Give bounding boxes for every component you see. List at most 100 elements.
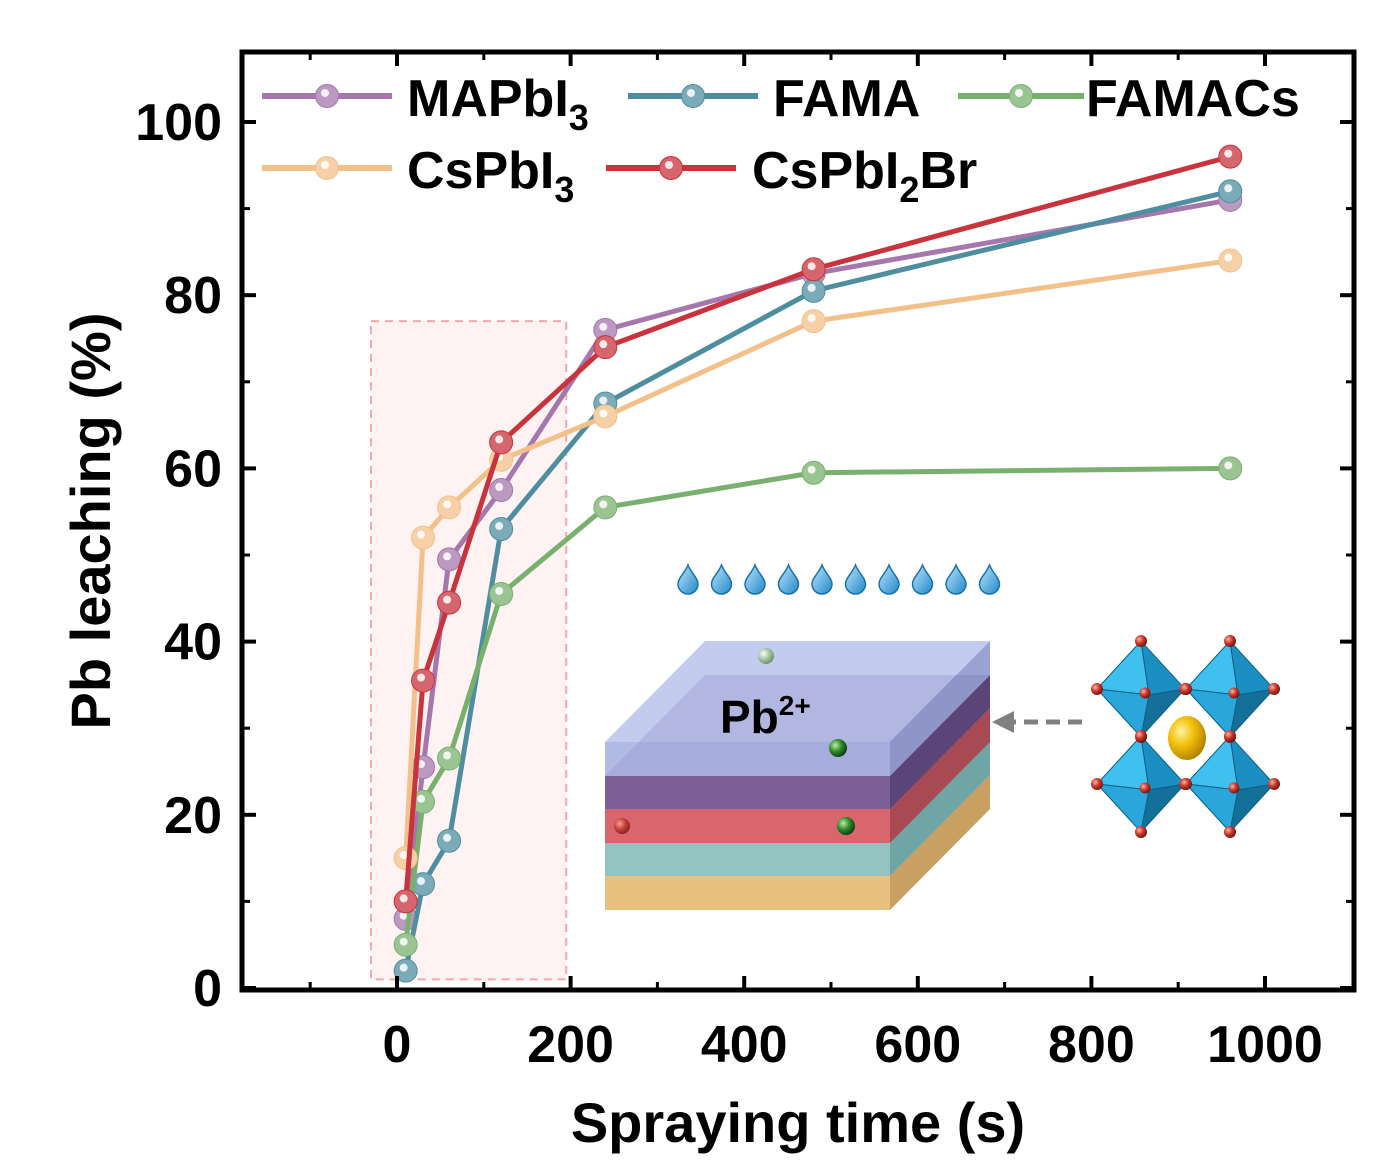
water-drop-icon <box>811 562 833 595</box>
x-tick-label: 1000 <box>1207 1016 1323 1074</box>
water-droplets <box>677 562 1001 595</box>
layer-stack <box>605 641 990 910</box>
legend-marker <box>315 156 339 180</box>
water-drop-icon <box>878 562 900 595</box>
legend-label: CsPbI3 <box>407 142 574 210</box>
series-FAMACs <box>393 456 1243 957</box>
iodide-atom <box>1268 778 1280 790</box>
x-tick-label: 800 <box>1048 1016 1135 1074</box>
legend-label: FAMACs <box>1086 70 1300 128</box>
data-point <box>1218 179 1243 204</box>
legend-label: CsPbI2Br <box>752 142 977 210</box>
water-drop-icon <box>911 562 934 595</box>
iodide-atom <box>1091 683 1103 695</box>
data-point <box>393 889 418 914</box>
water-drop-icon <box>945 562 967 595</box>
data-point <box>593 495 618 520</box>
legend-entry-FAMACs: FAMACs <box>958 70 1300 128</box>
data-point <box>437 590 462 615</box>
x-tick-label: 400 <box>701 1016 788 1074</box>
water-drop-icon <box>777 562 800 595</box>
data-point <box>801 460 826 485</box>
data-point <box>1218 456 1243 481</box>
legend-marker <box>1009 84 1033 108</box>
x-tick-label: 600 <box>874 1016 961 1074</box>
crystal-structure <box>1091 635 1280 838</box>
axis-ticks <box>242 52 1354 990</box>
iodide-atom <box>1268 683 1280 695</box>
data-point <box>801 309 826 334</box>
iodide-atom <box>1180 683 1192 695</box>
data-point <box>1218 144 1243 169</box>
data-point <box>593 335 618 360</box>
data-point <box>437 547 462 572</box>
iodide-atom <box>1224 826 1236 838</box>
iodide-atom <box>1135 826 1147 838</box>
data-point <box>411 872 436 897</box>
data-point <box>489 478 514 503</box>
iodide-atom <box>1139 782 1151 794</box>
series-FAMA <box>393 179 1243 983</box>
data-point <box>437 828 462 853</box>
legend-entry-CsPbI2Br: CsPbI2Br <box>606 142 977 210</box>
data-point <box>801 278 826 303</box>
iodide-atom <box>1180 778 1192 790</box>
iodide-atom <box>1224 635 1236 647</box>
data-point <box>593 317 618 342</box>
data-point <box>393 932 418 957</box>
data-point <box>437 746 462 771</box>
water-drop-icon <box>710 562 733 595</box>
y-tick-label: 100 <box>135 94 222 152</box>
data-point <box>411 668 436 693</box>
data-point <box>489 517 514 542</box>
data-point <box>1218 248 1243 273</box>
iodide-atom <box>1135 635 1147 647</box>
legend-marker <box>315 84 339 108</box>
y-tick-label: 20 <box>164 787 222 845</box>
legend-entry-FAMA: FAMA <box>628 70 920 128</box>
legend-label: MAPbI3 <box>407 70 589 138</box>
legend-label: FAMA <box>773 70 920 128</box>
y-axis-label: Pb leaching (%) <box>59 313 122 730</box>
tick-labels: 0 200 400 600 800 1000 0 20 40 60 80 100 <box>135 94 1323 1074</box>
water-drop-icon <box>677 562 699 595</box>
y-tick-label: 80 <box>164 267 222 325</box>
x-tick-label: 0 <box>383 1016 412 1074</box>
legend-marker <box>659 156 683 180</box>
pbi6-octahedron <box>1184 639 1276 739</box>
highlight-region <box>369 320 568 981</box>
iodide-atom <box>1139 687 1151 699</box>
pbi6-octahedron <box>1095 734 1187 834</box>
data-point <box>411 525 436 550</box>
inset-label: Pb2+ <box>720 690 811 743</box>
iodide-atom <box>1224 730 1236 742</box>
iodide-atom <box>1228 687 1240 699</box>
iodide-atom <box>1228 782 1240 794</box>
pbi6-octahedron <box>1095 639 1187 739</box>
water-drop-icon <box>744 562 766 595</box>
x-tick-label: 200 <box>527 1016 614 1074</box>
series-layer <box>393 144 1243 983</box>
legend-marker <box>681 84 705 108</box>
data-point <box>393 958 418 983</box>
legend: MAPbI3 FAMA FAMACs CsPbI3 CsPbI2Br <box>262 70 1300 210</box>
data-point <box>489 581 514 606</box>
iodide-atom <box>1091 778 1103 790</box>
pbi6-octahedron <box>1184 734 1276 834</box>
legend-entry-CsPbI3: CsPbI3 <box>262 142 574 210</box>
data-point <box>489 430 514 455</box>
y-tick-label: 60 <box>164 440 222 498</box>
data-point <box>593 404 618 429</box>
data-point <box>801 257 826 282</box>
water-drop-icon <box>844 562 867 595</box>
water-drop-icon <box>978 562 1001 595</box>
inset-illustration: Pb2+ <box>605 562 1280 910</box>
y-tick-label: 0 <box>193 960 222 1018</box>
dashed-arrow <box>992 711 1082 733</box>
series-CsPbI2Br <box>393 144 1243 914</box>
plot-frame <box>239 49 1357 993</box>
x-axis-label: Spraying time (s) <box>571 1091 1025 1154</box>
y-tick-label: 40 <box>164 614 222 672</box>
iodide-atom <box>1135 730 1147 742</box>
